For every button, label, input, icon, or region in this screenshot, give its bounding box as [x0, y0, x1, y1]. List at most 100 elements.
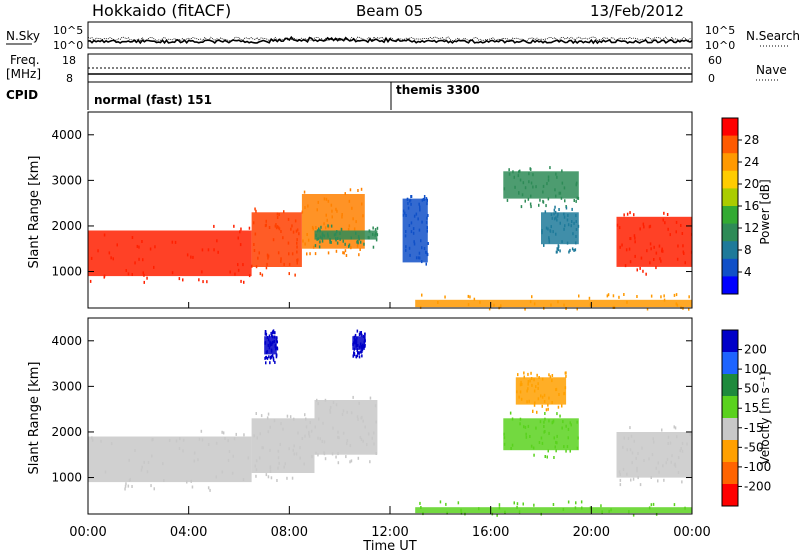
power-speck — [623, 213, 625, 217]
velocity-speck — [267, 343, 270, 347]
velocity-speck — [283, 465, 285, 469]
power-speck — [304, 206, 306, 210]
power-speck — [567, 213, 569, 217]
velocity-speck — [519, 383, 522, 387]
noise-sky-line — [87, 35, 693, 45]
velocity-speck — [178, 447, 181, 450]
velocity-speck — [526, 389, 528, 393]
velocity-speck — [311, 455, 313, 459]
velocity-speck — [224, 437, 226, 440]
velocity-speck — [268, 334, 271, 338]
velocity-speck — [279, 442, 281, 446]
power-speck — [329, 240, 331, 244]
power-speck — [531, 295, 533, 299]
power-speck — [333, 233, 336, 237]
velocity-speck — [665, 461, 667, 465]
power-speck — [606, 294, 609, 298]
power-speck — [642, 222, 645, 226]
power-speck — [213, 224, 215, 228]
velocity-speck — [677, 456, 680, 460]
velocity-speck — [589, 506, 592, 510]
power-speck — [405, 214, 407, 217]
power-speck — [259, 272, 262, 276]
power-speck — [239, 243, 242, 247]
velocity-speck — [262, 446, 264, 450]
velocity-speck — [182, 449, 184, 453]
velocity-speck — [277, 466, 279, 470]
power-speck — [410, 230, 413, 234]
power-speck — [554, 210, 557, 214]
velocity-speck — [618, 470, 621, 474]
velocity-xtick-label-5: 20:00 — [573, 525, 610, 540]
power-speck — [276, 216, 279, 219]
power-speck — [368, 229, 371, 233]
velBar-tick-label-4: -15 — [744, 421, 764, 435]
velocity-speck — [520, 380, 522, 384]
power-speck — [423, 197, 426, 201]
power-speck — [624, 264, 627, 268]
velocity-speck — [570, 423, 572, 427]
velocity-speck — [125, 482, 127, 486]
velocity-speck — [532, 409, 534, 413]
power-speck — [421, 246, 423, 250]
velocity-speck — [369, 460, 371, 464]
velocity-speck — [679, 449, 682, 453]
velocity-speck — [540, 394, 542, 398]
power-speck — [571, 207, 573, 211]
power-speck — [529, 202, 532, 206]
velocity-speck — [530, 371, 532, 375]
velocity-speck — [355, 342, 358, 346]
power-speck — [190, 255, 192, 259]
power-speck — [334, 232, 337, 236]
velocity-speck — [269, 340, 271, 344]
velocity-speck — [536, 373, 538, 377]
velocity-speck — [629, 426, 631, 430]
power-speck — [321, 236, 323, 240]
velocity-speck — [256, 436, 258, 440]
velocity-speck — [529, 379, 531, 383]
power-speck — [425, 220, 428, 224]
power-speck — [613, 305, 616, 309]
power-speck — [405, 248, 407, 252]
power-speck — [559, 221, 561, 225]
power-speck — [575, 241, 577, 245]
velocity-speck — [457, 501, 460, 505]
velocity-speck — [498, 503, 501, 507]
velocity-speck — [280, 422, 282, 426]
power-speck — [572, 232, 574, 236]
power-speck — [240, 279, 242, 283]
velocity-speck — [527, 380, 530, 383]
velocity-speck — [420, 506, 422, 509]
power-speck — [421, 293, 423, 297]
power-speck — [556, 214, 559, 218]
velocity-speck — [221, 430, 223, 434]
power-speck — [545, 226, 548, 230]
velocity-region-0 — [88, 436, 252, 483]
power-speck — [413, 242, 416, 246]
velocity-speck — [681, 480, 683, 484]
velocity-speck — [355, 354, 357, 358]
velocity-speck — [267, 430, 270, 434]
velocity-speck — [341, 412, 344, 416]
velocity-speck — [91, 436, 93, 440]
velocity-speck — [509, 411, 512, 415]
power-speck — [629, 237, 631, 240]
velocity-speck — [293, 444, 295, 448]
velocity-speck — [124, 484, 127, 488]
power-speck — [306, 252, 308, 256]
power-speck — [575, 220, 577, 223]
power-speck — [316, 208, 318, 212]
velocity-speck — [580, 500, 583, 504]
power-speck — [561, 240, 563, 244]
power-speck — [547, 227, 549, 231]
velocity-speck — [356, 354, 359, 358]
velBar-tick-label-5: -50 — [744, 440, 764, 454]
velocity-speck — [292, 448, 294, 452]
velocity-speck — [567, 500, 570, 504]
powerBar-swatch-4 — [722, 188, 738, 207]
velocity-speck — [353, 337, 356, 341]
power-speck — [421, 260, 423, 264]
velocity-colorbar: 200 100 50 15 -15 -50 -100 -200 — [721, 329, 771, 507]
power-speck — [206, 280, 208, 284]
power-speck — [324, 226, 327, 230]
